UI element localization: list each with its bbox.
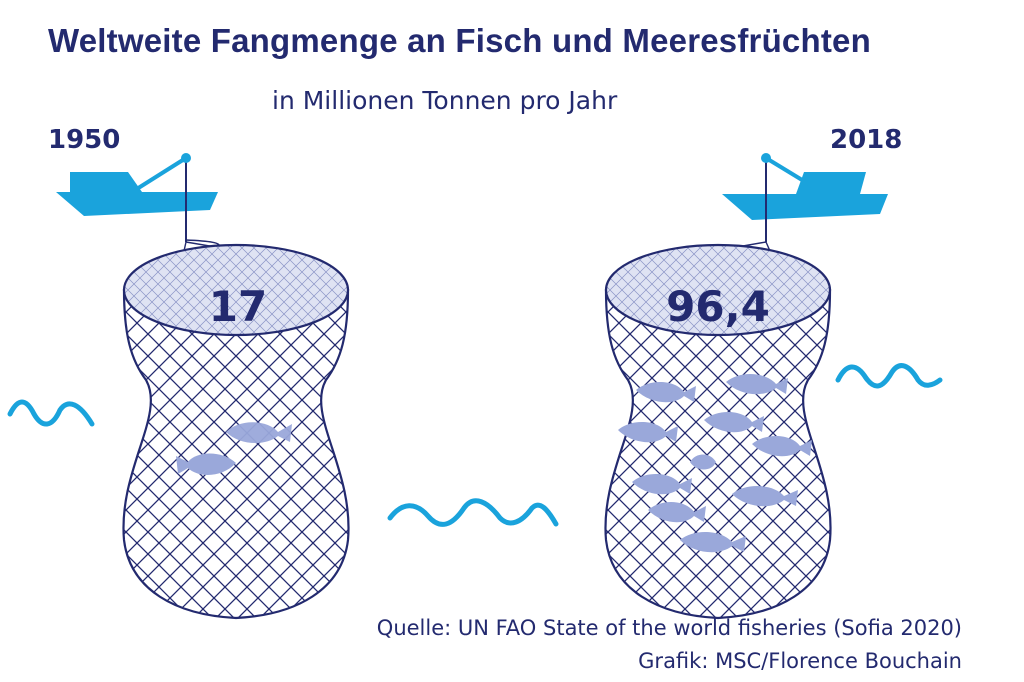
wave-icon <box>387 498 559 527</box>
fishing-net-icon <box>122 239 350 620</box>
fish-icon <box>704 411 764 433</box>
fish-icon <box>176 453 236 475</box>
catch-value-1950: 17 <box>208 282 268 331</box>
fish-icon <box>752 435 812 457</box>
fish-icon <box>726 373 788 395</box>
fishing-net-icon <box>604 241 832 620</box>
source-text: Quelle: UN FAO State of the world fisher… <box>376 616 962 640</box>
catch-value-2018: 96,4 <box>666 282 770 331</box>
chart-subtitle: in Millionen Tonnen pro Jahr <box>272 86 618 115</box>
source-note: Quelle: UN FAO State of the world fisher… <box>377 612 962 678</box>
year-label-1950: 1950 <box>48 125 121 155</box>
wave-icon <box>7 399 95 427</box>
fish-icon <box>732 485 798 507</box>
boat-icon <box>722 153 888 242</box>
year-label-2018: 2018 <box>830 125 903 155</box>
fish-icon <box>690 454 716 470</box>
chart-title: Weltweite Fangmenge an Fisch und Meeresf… <box>48 22 871 59</box>
fish-icon <box>648 501 706 523</box>
boat-icon <box>56 153 218 242</box>
fish-icon <box>618 421 678 443</box>
fish-icon <box>636 381 696 403</box>
fish-icon <box>226 422 292 444</box>
fish-icon <box>632 473 692 495</box>
fish-icon <box>680 531 746 553</box>
credit-text: Grafik: MSC/Florence Bouchain <box>638 649 962 673</box>
wave-icon <box>835 363 943 389</box>
